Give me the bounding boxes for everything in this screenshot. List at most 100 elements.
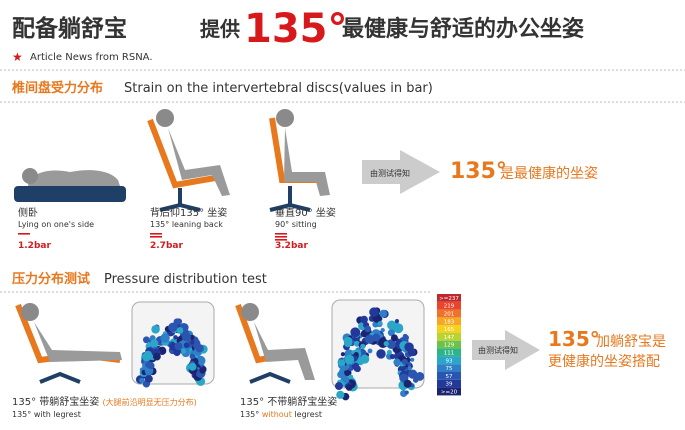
pressure-dot [367,348,373,354]
posture-cn: 垂直90° 坐姿 [275,206,336,219]
section-heading-en: Pressure distribution test [104,272,267,287]
pressure-dot [160,333,170,343]
pressure-dot [181,332,191,342]
pressure-dot [151,325,160,334]
legend-swatch [437,364,461,372]
legend-label: 93 [446,358,453,364]
pressure-dot [403,379,412,388]
pressure-dot [364,325,372,333]
pressure-dot [180,348,187,354]
pressure-dot [350,327,361,338]
legend-label: 165 [444,327,455,333]
posture-cn: 侧卧 [18,206,38,219]
strain-icon [150,233,162,235]
title: 配备躺舒宝 [12,15,127,42]
pressure-dot [407,365,412,371]
section-heading-en: Strain on the intervertebral discs(value… [124,81,433,96]
caption-highlight: without [262,410,292,419]
pressure-dot [354,340,360,347]
legend-swatch [437,333,461,341]
legend-swatch [437,379,461,388]
legend-swatch [437,317,461,326]
caption-cn: 135° 不带躺舒宝坐姿 [240,395,337,408]
posture-en: 90° sitting [275,220,317,229]
legend-swatch [437,372,461,380]
pressure-dot [173,348,181,357]
caption: 135° 带躺舒宝坐姿 (大腿前沿明显无压力分布) [12,395,197,408]
posture-en: 135° leaning back [150,220,223,229]
pressure-dot [142,336,150,344]
legend-swatch [437,301,461,310]
conclusion-text: 更健康的坐姿搭配 [548,353,660,370]
pressure-dot [360,354,370,364]
pressure-dot [336,390,345,399]
pressure-dot [383,341,389,347]
legend-swatch [437,294,461,302]
strain-icon [150,236,162,238]
strain-icon [18,233,30,235]
pressure-dot [199,367,206,374]
pressure-dot [189,339,195,345]
conclusion-text: 加躺舒宝是 [596,334,666,350]
legend-label: 129 [444,343,455,349]
caption-cn: 135° 带躺舒宝坐姿 [12,395,99,408]
pressure-dot [344,354,355,365]
pressure-dot [377,321,383,326]
legend-label: 201 [444,312,455,318]
strain-icon [275,236,287,238]
pressure-dot [387,329,395,337]
pressure-dot [393,323,404,334]
pressure-dot [394,319,400,324]
pressure-dot [369,307,379,317]
pressure-dot [139,377,145,384]
pressure-dot [408,369,418,379]
arrow [472,330,540,370]
caption-note: (大腿前沿明显无压力分布) [102,397,196,407]
pressure-dot [150,339,159,348]
star: ★ [12,50,23,64]
pressure-dot [379,309,388,318]
pressure-dot [376,349,386,359]
pressure-dot [351,362,360,370]
chair-without-legrest [235,303,315,384]
pressure-dot [348,374,354,380]
posture-en: Lying on one's side [18,220,94,229]
pressure-dot [189,353,196,360]
pressure-dot [334,382,343,391]
pressure-dot [176,327,184,334]
posture-value: 3.2bar [275,241,308,251]
pressure-dot [360,315,368,324]
posture-value: 2.7bar [150,241,183,251]
pressure-dot [360,343,366,350]
pressure-dot [143,350,153,359]
conclusion-number: 135° [548,327,600,351]
pressure-dot [393,358,401,366]
pressure-dot [144,374,153,383]
conclusion-text: 是最健康的坐姿 [500,165,598,182]
caption-en: legrest [292,410,322,419]
strain-icon [275,233,287,235]
pressure-dot [401,358,408,365]
arrow [362,150,440,194]
arrow-label: 由测试得知 [370,168,410,178]
caption-en: 135° without legrest [240,410,322,419]
legend-swatch [437,325,461,333]
tagline-prefix: 提供 [200,17,240,41]
pressure-dot [343,366,348,371]
pressure-dot [168,322,178,333]
posture-value: 1.2bar [18,241,51,251]
pressure-dot [195,344,204,353]
pressure-dot [337,359,345,366]
posture-cn: 背后仰135° 坐姿 [150,206,227,219]
conclusion-number: 135° [450,159,507,184]
lying-figure [14,168,126,202]
chair-leaning [147,109,230,212]
legend-label: 183 [444,319,455,325]
pressure-dot [390,334,398,342]
chair-with-legrest [15,303,122,384]
legend-label: >=237 [439,296,459,302]
pressure-dot [343,336,353,346]
legend-label: 111 [444,351,455,357]
caption-en: 135° with legrest [12,410,81,419]
